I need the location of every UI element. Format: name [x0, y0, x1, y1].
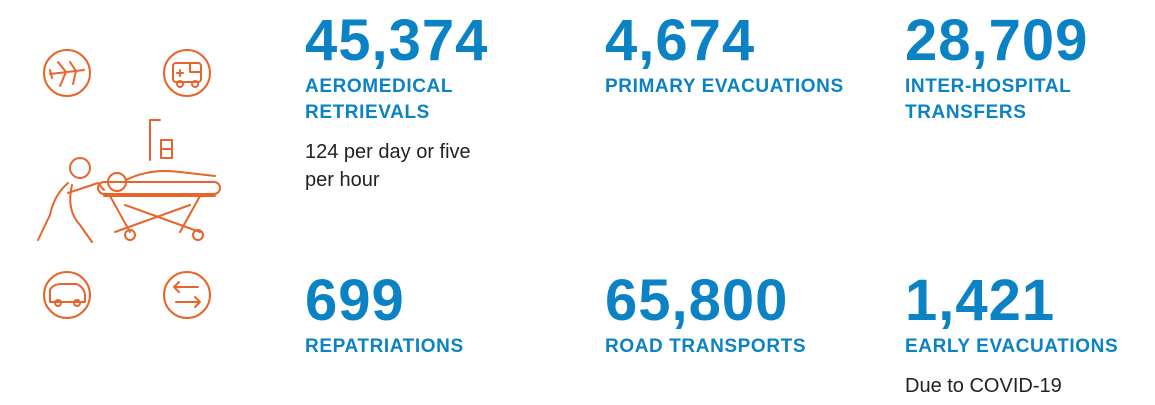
stat-label: REPATRIATIONS — [305, 334, 505, 360]
stat-label: AEROMEDICAL RETRIEVALS — [305, 74, 505, 126]
stat-value: 699 — [305, 270, 505, 332]
stat-value: 4,674 — [605, 10, 855, 72]
stat-label: ROAD TRANSPORTS — [605, 334, 855, 360]
stat-value: 45,374 — [305, 10, 505, 72]
transport-icon — [0, 0, 260, 405]
stat-value: 28,709 — [905, 10, 1155, 72]
stat-note: 124 per day or five per hour — [305, 138, 475, 194]
stat-label: INTER-HOSPITAL TRANSFERS — [905, 74, 1155, 126]
stat-label: PRIMARY EVACUATIONS — [605, 74, 855, 100]
stat-value: 65,800 — [605, 270, 855, 332]
stat-label: EARLY EVACUATIONS — [905, 334, 1155, 360]
page: 45,374AEROMEDICAL RETRIEVALS 124 per day … — [0, 0, 1155, 405]
stat-value: 1,421 — [905, 270, 1155, 332]
stat-note: Due to COVID-19 — [905, 372, 1075, 400]
